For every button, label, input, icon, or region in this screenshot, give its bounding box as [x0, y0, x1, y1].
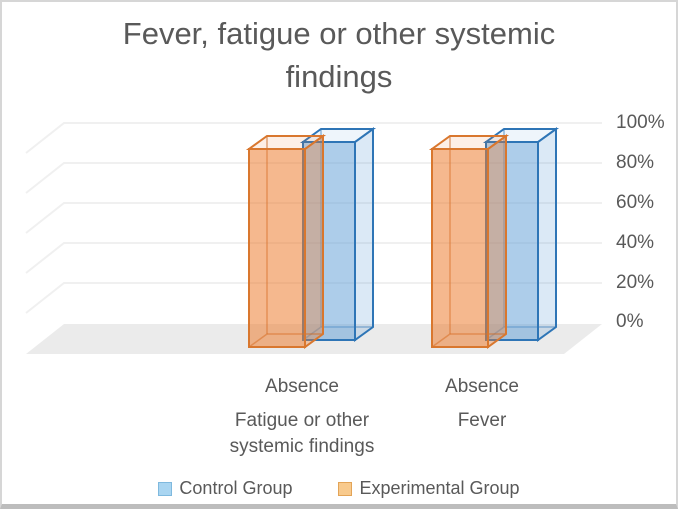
chart-title: Fever, fatigue or other systemic finding…: [2, 12, 676, 98]
ytick-60: 60%: [616, 192, 655, 213]
legend-item-experimental: Experimental Group: [338, 478, 520, 499]
control-group-swatch-icon: [158, 481, 173, 496]
legend-label-experimental: Experimental Group: [359, 478, 520, 498]
ytick-100: 100%: [616, 112, 665, 133]
ytick-20: 20%: [616, 272, 655, 293]
ytick-0: 0%: [616, 311, 644, 332]
legend-item-control: Control Group: [158, 478, 292, 499]
experimental-group-swatch-icon: [338, 481, 353, 496]
ytick-40: 40%: [616, 232, 655, 253]
bar-control-fatigue: [299, 127, 377, 342]
bar-experimental-fatigue: [245, 134, 327, 349]
chart-title-line2: findings: [285, 59, 393, 94]
category-group-fatigue: Fatigue or other systemic findings: [229, 410, 375, 457]
category-group-fever: Fever: [457, 410, 507, 431]
legend: Control Group Experimental Group: [2, 478, 676, 499]
gridlines: [25, 122, 602, 314]
category-tick-fatigue: Absence: [265, 376, 339, 397]
ytick-80: 80%: [616, 152, 655, 173]
bar-experimental-fever: [428, 134, 510, 349]
chart-title-line1: Fever, fatigue or other systemic: [122, 16, 556, 51]
legend-label-control: Control Group: [179, 478, 293, 498]
category-tick-fever: Absence: [445, 376, 519, 397]
